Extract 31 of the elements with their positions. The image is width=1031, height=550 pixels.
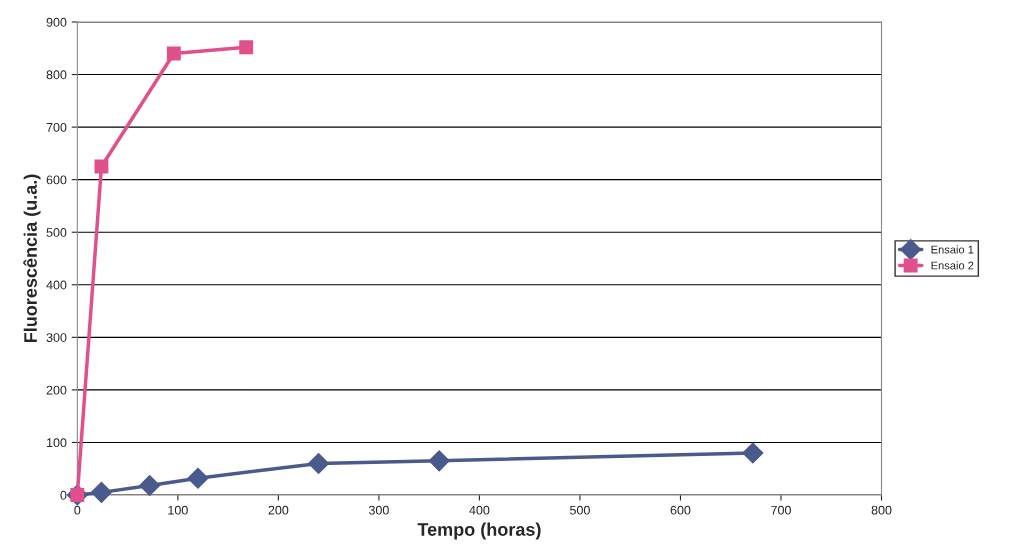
point xyxy=(308,452,330,474)
y-axis-title: Fluorescência (u.a.) xyxy=(23,174,41,343)
y-tick-label: 900 xyxy=(46,17,67,27)
x-tick-label: 300 xyxy=(368,505,389,515)
x-tick-label: 500 xyxy=(570,505,590,515)
point xyxy=(239,40,254,55)
x-tick-label: 200 xyxy=(268,505,289,515)
point xyxy=(742,442,764,464)
y-tick-label: 100 xyxy=(47,438,67,448)
y-tick-label: 0 xyxy=(60,490,67,500)
x-tick-label: 600 xyxy=(670,505,691,515)
x-tick-label: 800 xyxy=(871,505,892,515)
x-tick-label: 0 xyxy=(74,505,81,515)
point xyxy=(90,481,112,503)
x-tick-label: 700 xyxy=(771,505,791,515)
x-tick-label: 100 xyxy=(168,505,188,515)
legend-label: Ensaio 2 xyxy=(931,261,974,270)
x-tick-label: 400 xyxy=(469,505,490,515)
x-axis-title: Tempo (horas) xyxy=(417,522,541,540)
y-tick-label: 800 xyxy=(46,70,67,80)
y-tick-label: 500 xyxy=(46,228,67,237)
point xyxy=(166,46,181,61)
y-tick-label: 200 xyxy=(46,385,67,395)
y-tick-label: 400 xyxy=(46,280,67,290)
y-tick-label: 300 xyxy=(46,333,67,342)
y-tick-label: 700 xyxy=(46,122,67,132)
point xyxy=(139,475,161,497)
point xyxy=(187,467,209,489)
point xyxy=(428,450,450,472)
y-tick-label: 600 xyxy=(46,175,67,185)
legend-label: Ensaio 1 xyxy=(931,245,974,254)
